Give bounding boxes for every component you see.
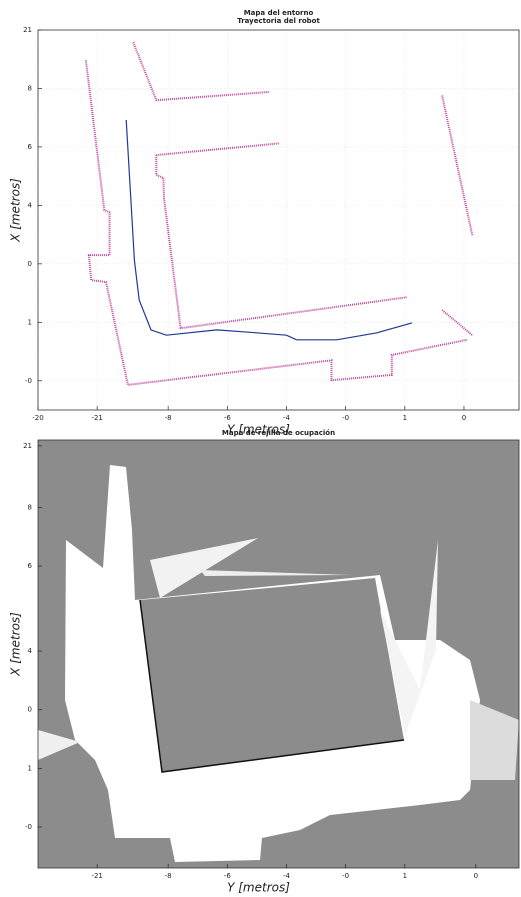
y-tick-label: -0: [25, 377, 32, 385]
sensor-fan: [470, 700, 519, 780]
y-tick-label: 21: [23, 26, 32, 34]
x-tick-label: -20: [32, 414, 43, 422]
y-tick-label: -0: [25, 823, 32, 831]
x-tick-label: 1: [403, 872, 407, 880]
chart-title: Mapa de rejilla de ocupación: [222, 429, 335, 437]
x-tick-label: -21: [91, 414, 102, 422]
sensor-fan: [38, 730, 80, 760]
x-tick-label: -0: [342, 872, 349, 880]
chart-title: Mapa del entorno: [244, 9, 314, 17]
x-axis-label: Y [metros]: [227, 423, 290, 437]
x-tick-label: 1: [403, 414, 407, 422]
x-tick-label: -4: [283, 414, 291, 422]
y-axis-label: X [metros]: [9, 178, 23, 243]
y-tick-label: 8: [28, 84, 32, 92]
sensor-fan: [150, 538, 258, 598]
series-line: [84, 41, 474, 387]
plot-frame: [37, 29, 520, 411]
x-tick-label: -6: [224, 414, 232, 422]
y-tick-label: 21: [23, 442, 32, 450]
chart-subtitle: Trayectoria del robot: [237, 17, 320, 25]
occupancy-map: [38, 465, 519, 862]
y-tick-label: 4: [28, 647, 33, 655]
x-tick-label: 0: [474, 872, 478, 880]
x-tick-label: 0: [462, 414, 466, 422]
x-tick-label: -6: [224, 872, 232, 880]
y-tick-label: 8: [28, 503, 32, 511]
y-axis-label: X [metros]: [9, 612, 23, 677]
free-space: [65, 465, 480, 862]
y-tick-label: 0: [28, 260, 32, 268]
y-tick-label: 1: [28, 318, 32, 326]
series-line: [125, 119, 413, 341]
x-tick-label: -21: [91, 872, 102, 880]
y-tick-label: 6: [28, 562, 33, 570]
wall-edge: [139, 599, 405, 773]
plot-frame: [37, 439, 520, 869]
sensor-fan: [200, 570, 350, 576]
y-tick-label: 4: [28, 201, 33, 209]
x-tick-label: -8: [165, 872, 172, 880]
x-tick-label: -8: [165, 414, 172, 422]
y-tick-label: 6: [28, 143, 33, 151]
x-tick-label: -4: [283, 872, 291, 880]
y-tick-label: 0: [28, 706, 32, 714]
x-axis-label: Y [metros]: [227, 881, 290, 895]
sensor-fan: [380, 540, 438, 735]
x-tick-label: -0: [342, 414, 349, 422]
y-tick-label: 1: [28, 764, 32, 772]
